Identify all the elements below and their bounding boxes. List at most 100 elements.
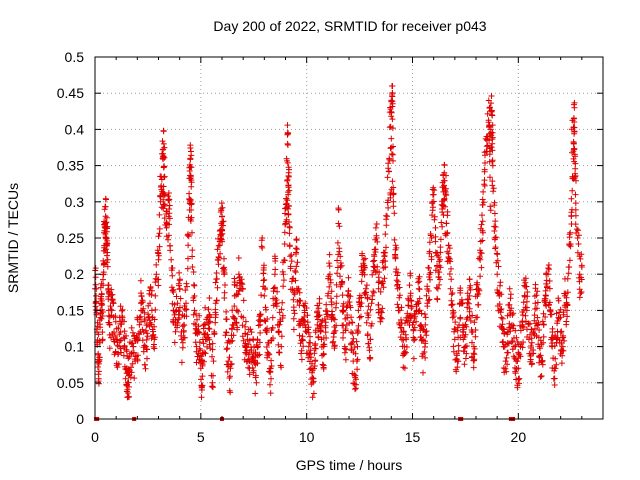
data-point: [107, 303, 114, 310]
data-point: [173, 293, 180, 300]
data-point: [570, 140, 577, 147]
data-point: [303, 305, 310, 311]
data-point: [410, 337, 417, 344]
data-point: [206, 326, 213, 332]
data-point: [100, 262, 107, 268]
data-point: [258, 292, 265, 299]
data-point: [294, 246, 300, 253]
data-point: [323, 301, 330, 308]
data-point: [572, 191, 579, 198]
data-point: [276, 349, 283, 356]
data-point: [439, 223, 446, 230]
data-point: [123, 332, 129, 339]
data-point: [479, 218, 486, 225]
data-point: [166, 196, 173, 203]
data-point: [246, 337, 253, 344]
data-point: [223, 316, 230, 323]
data-point: [416, 286, 423, 293]
data-point: [557, 329, 564, 336]
data-point: [420, 369, 426, 376]
data-point: [334, 270, 341, 277]
y-axis-title: SRMTID / TECUs: [5, 183, 21, 293]
data-point: [214, 284, 221, 291]
data-point: [233, 307, 240, 314]
data-point: [429, 186, 436, 193]
data-point: [363, 282, 370, 289]
data-point: [498, 306, 505, 312]
data-point: [422, 321, 429, 328]
data-point: [177, 304, 183, 311]
data-point: [366, 344, 373, 351]
data-point: [227, 389, 234, 396]
data-point: [301, 309, 308, 316]
data-point: [195, 323, 202, 330]
data-point: [215, 257, 222, 264]
data-point: [448, 291, 455, 298]
data-point: [176, 276, 183, 283]
data-point: [487, 104, 493, 111]
data-point: [201, 349, 208, 356]
data-point: [160, 183, 167, 190]
data-point: [539, 318, 546, 325]
data-point: [577, 290, 584, 297]
data-point: [284, 177, 291, 184]
data-point: [221, 266, 228, 273]
data-point: [412, 313, 419, 320]
data-point: [105, 282, 112, 289]
data-point: [222, 282, 228, 288]
data-point: [378, 309, 385, 316]
data-point: [554, 320, 561, 327]
data-point: [527, 356, 534, 363]
data-point: [121, 335, 128, 342]
data-point: [325, 290, 332, 297]
data-point: [328, 288, 335, 295]
data-point: [323, 335, 330, 341]
data-point: [276, 321, 283, 328]
data-point: [431, 187, 438, 194]
data-point: [109, 296, 116, 303]
data-point: [500, 338, 507, 345]
data-point: [280, 277, 287, 284]
data-point: [315, 305, 322, 312]
data-point: [512, 368, 519, 375]
data-point: [165, 232, 172, 239]
data-point: [101, 218, 108, 225]
x-tick-label: 5: [197, 429, 205, 445]
data-point: [227, 361, 234, 368]
data-point: [503, 368, 510, 375]
data-point: [95, 380, 102, 387]
data-point: [546, 278, 553, 284]
data-point: [490, 185, 497, 192]
data-point: [467, 282, 474, 289]
data-point: [238, 313, 245, 320]
data-point: [128, 324, 135, 331]
data-point: [488, 107, 495, 114]
data-point: [92, 303, 99, 310]
data-point: [191, 293, 198, 299]
data-point: [205, 306, 212, 313]
data-point: [283, 155, 290, 162]
data-point: [121, 318, 127, 325]
data-point: [94, 364, 101, 370]
data-point: [155, 252, 162, 259]
data-point: [398, 304, 405, 311]
data-point: [510, 322, 517, 329]
data-point: [246, 371, 253, 378]
data-point: [374, 263, 381, 270]
data-point: [519, 312, 526, 319]
data-point: [309, 369, 315, 376]
data-point: [462, 331, 469, 338]
data-point: [355, 322, 362, 329]
data-point: [159, 150, 165, 157]
data-point: [226, 354, 233, 361]
data-point: [337, 260, 344, 266]
data-point: [533, 305, 540, 312]
data-point: [546, 285, 553, 292]
data-point: [389, 178, 396, 185]
data-point: [477, 273, 484, 280]
data-point: [362, 255, 369, 262]
data-point: [334, 264, 341, 271]
data-point: [277, 362, 284, 369]
data-point: [342, 356, 349, 363]
data-point: [172, 328, 179, 335]
